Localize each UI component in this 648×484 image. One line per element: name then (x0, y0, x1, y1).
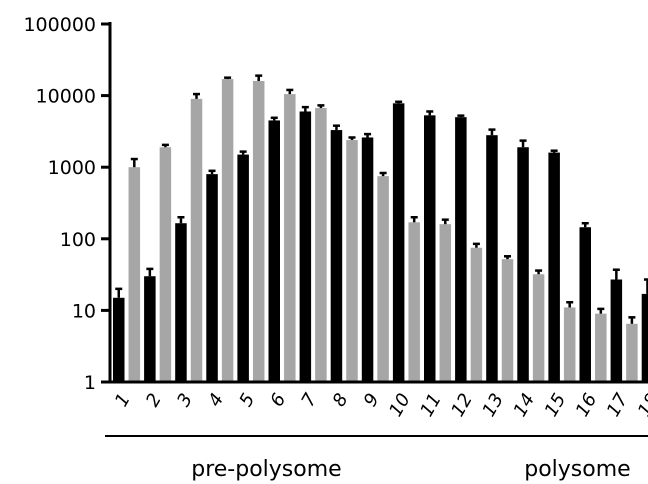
bar (284, 94, 296, 382)
bar-series (113, 74, 648, 383)
x-tick-label: 16 (572, 390, 602, 420)
bar (408, 222, 420, 382)
x-tick-label: 15 (541, 390, 571, 420)
x-axis: 1234567891011121314151617181920 (109, 380, 648, 421)
x-tick-label: 11 (416, 390, 446, 420)
bar (392, 103, 405, 383)
x-tick-label: 5 (235, 390, 259, 410)
y-axis: 1 10 100 1000 10000 100000 (23, 14, 112, 394)
x-tick-label: 8 (329, 390, 353, 410)
y-tick-label: 100000 (23, 14, 96, 36)
bar (113, 297, 125, 382)
group-label: polysome (524, 457, 630, 482)
group-label: pre-polysome (191, 457, 341, 482)
group-brackets: pre-polysome polysome (105, 435, 648, 482)
x-tick-label: 4 (204, 390, 228, 410)
bar (175, 223, 187, 382)
y-tick-label: 10 (72, 300, 96, 322)
bar (579, 227, 591, 382)
y-tick-label: 1 (84, 372, 96, 394)
bar (330, 130, 343, 382)
x-tick-label: 13 (478, 390, 508, 420)
bar (548, 152, 560, 382)
bar (470, 247, 483, 382)
x-tick-label: 1 (111, 390, 135, 410)
bar (361, 137, 374, 382)
x-tick-label: 2 (142, 390, 166, 410)
x-tick-label: 18 (634, 390, 648, 420)
bar (517, 147, 529, 382)
bar (501, 259, 514, 382)
x-tick-label: 12 (447, 390, 477, 420)
bar (424, 115, 436, 382)
bar (237, 154, 249, 382)
bar (532, 274, 545, 382)
bar (377, 176, 389, 382)
bar (221, 79, 234, 382)
x-tick-label: 10 (385, 390, 415, 420)
bar (626, 323, 638, 382)
x-tick-label: 3 (173, 390, 197, 410)
bar (439, 224, 452, 382)
bar (346, 139, 358, 382)
bar (299, 111, 312, 382)
x-tick-label: 14 (510, 390, 540, 420)
x-tick-label: 17 (603, 390, 633, 421)
bar (486, 135, 498, 382)
bar (610, 279, 623, 382)
y-tick-label: 100 (60, 229, 96, 251)
y-tick-label: 1000 (48, 157, 96, 179)
bar (206, 174, 218, 382)
bar (455, 117, 467, 382)
bar (315, 108, 327, 383)
bar (252, 80, 265, 382)
y-tick-label: 10000 (36, 86, 96, 108)
bar (563, 307, 576, 382)
x-tick-label: 6 (266, 390, 290, 410)
bar (595, 313, 607, 382)
bar (641, 293, 648, 382)
bar (159, 147, 172, 382)
x-tick-label: 9 (360, 390, 384, 410)
bar (144, 276, 156, 382)
bar (128, 167, 141, 382)
x-tick-label: 7 (298, 390, 322, 411)
bar (190, 98, 203, 383)
bar (268, 120, 280, 382)
